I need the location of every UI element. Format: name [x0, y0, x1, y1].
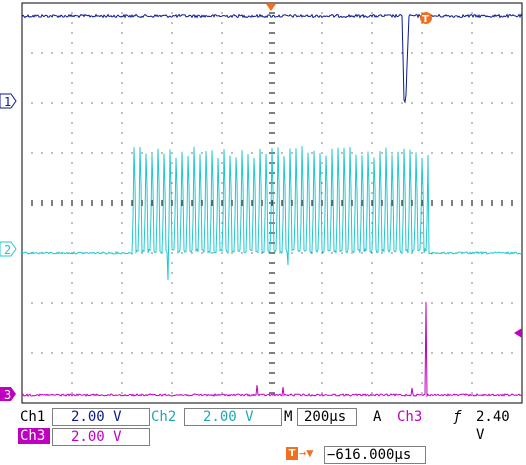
trigger-level[interactable]: 2.40 V: [476, 409, 510, 443]
trigger-level-marker[interactable]: [514, 328, 522, 338]
ch2-label: Ch2: [151, 409, 177, 425]
ch3-label: Ch3: [20, 428, 46, 444]
ch3-marker[interactable]: 3: [0, 387, 16, 402]
graticule-grid: [21, 2, 523, 404]
ch3-label-badge: Ch3: [18, 428, 50, 444]
ch3-trace: [21, 301, 522, 398]
ch2-trace: [21, 146, 523, 281]
trigger-position-icon: T: [286, 447, 298, 460]
svg-text:2: 2: [4, 243, 11, 257]
trigger-slope-icon[interactable]: ƒ: [453, 409, 462, 425]
timebase-label: M: [284, 409, 293, 425]
ch3-scale: 2.00 V: [71, 429, 122, 445]
trigger-position-box[interactable]: −616.000µs: [324, 446, 426, 464]
svg-text:3: 3: [4, 388, 11, 402]
svg-text:T: T: [422, 14, 429, 25]
ch1-marker[interactable]: 1: [0, 93, 17, 109]
timebase-value: 200µs: [304, 409, 347, 425]
ch2-scale-box[interactable]: 2.00 V: [184, 408, 282, 426]
trigger-position-marker[interactable]: [266, 4, 276, 11]
ch3-scale-box[interactable]: 2.00 V: [52, 428, 150, 446]
ch2-marker[interactable]: 2: [0, 241, 17, 257]
trigger-position-value: −616.000µs: [327, 447, 412, 463]
ch1-label: Ch1: [20, 409, 46, 425]
ch2-scale: 2.00 V: [203, 409, 254, 425]
trigger-arrow: →▼: [299, 446, 314, 460]
svg-text:1: 1: [4, 95, 11, 109]
trigger-mode: A: [373, 409, 382, 425]
timebase-box[interactable]: 200µs: [297, 408, 357, 426]
ch1-scale: 2.00 V: [71, 409, 122, 425]
trigger-position-letter: T: [288, 448, 296, 459]
ch1-scale-box[interactable]: 2.00 V: [52, 408, 150, 426]
ch1-trace: [21, 13, 523, 104]
trigger-source[interactable]: Ch3: [397, 409, 423, 425]
trigger-time-marker[interactable]: T: [420, 12, 432, 25]
